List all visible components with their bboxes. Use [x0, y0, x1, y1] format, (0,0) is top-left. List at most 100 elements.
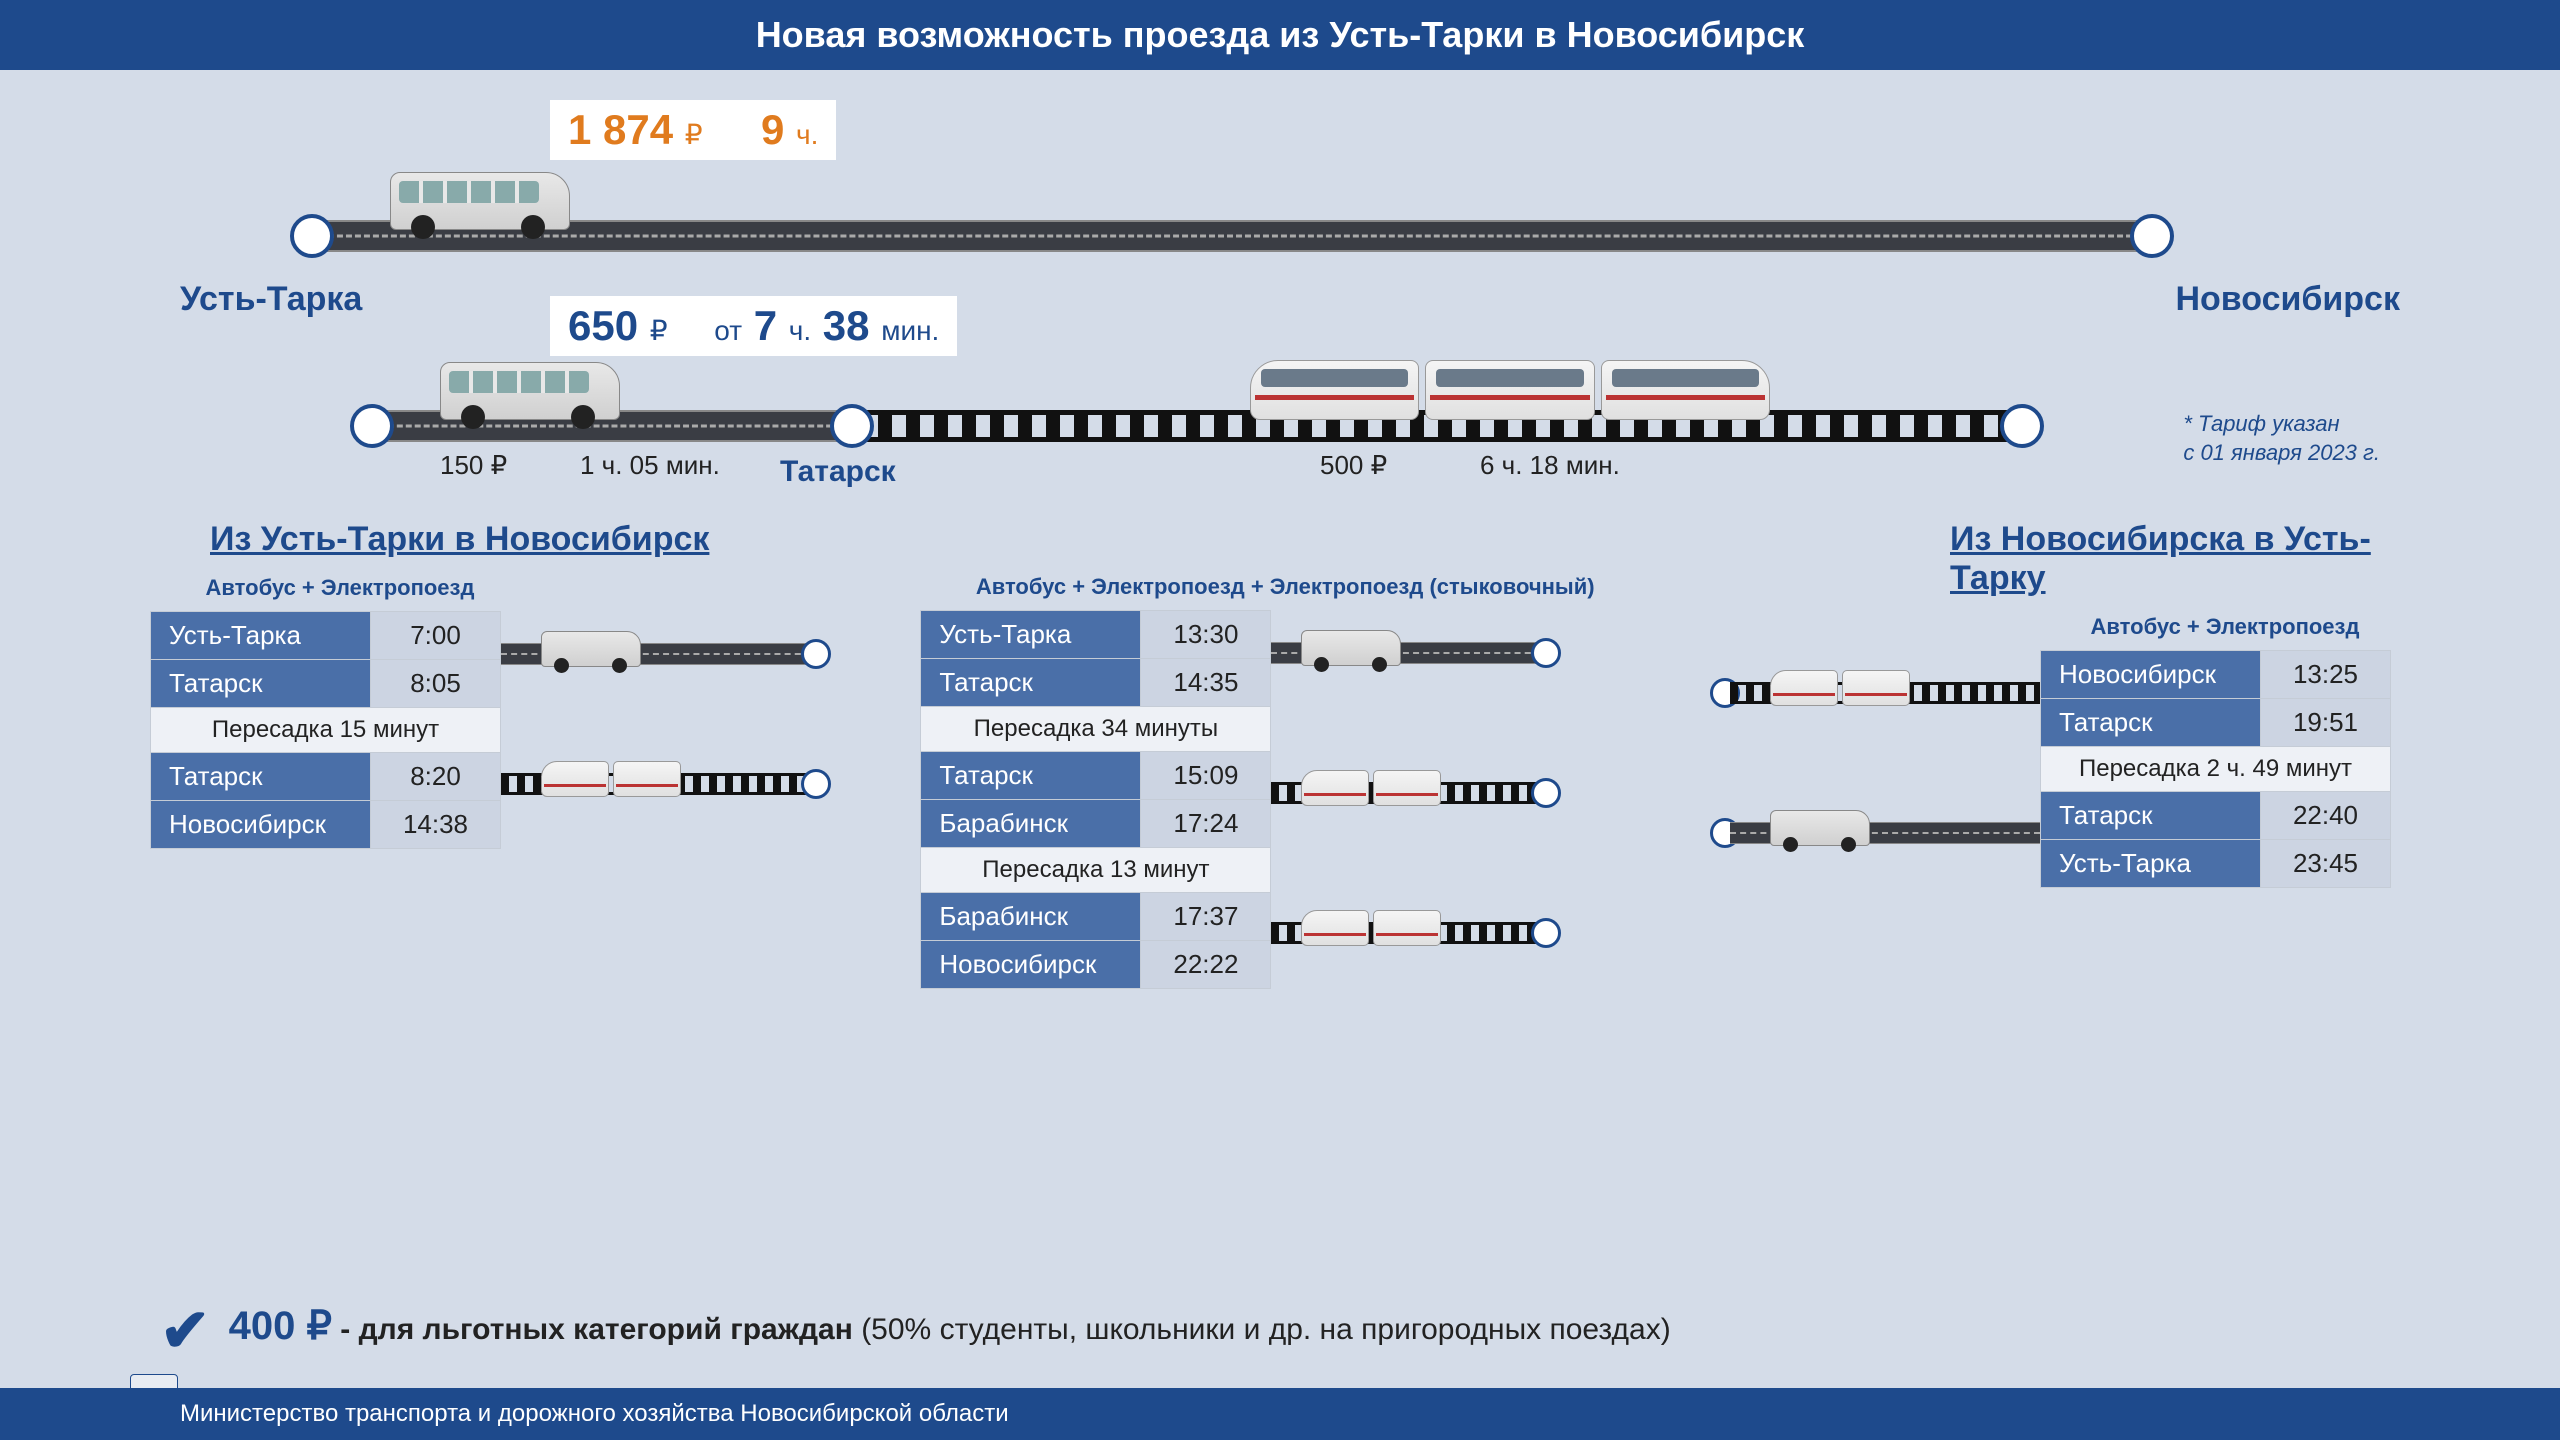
combined-prefix: от: [714, 315, 742, 346]
option2-subtitle: Автобус + Электропоезд + Электропоезд (с…: [920, 574, 1650, 600]
leg1-time: 1 ч. 05 мин.: [580, 450, 720, 481]
check-icon: ✔: [160, 1296, 210, 1366]
table-row: Татарск8:20: [151, 753, 501, 801]
table-row: Татарск19:51: [2041, 699, 2391, 747]
mid-city-label: Татарск: [780, 455, 896, 489]
discount-amount: 400 ₽: [229, 1304, 332, 1348]
direct-duration-unit: ч.: [796, 119, 818, 150]
time-cell: 23:45: [2261, 840, 2391, 888]
option1-table: Усть-Тарка7:00Татарск8:05Пересадка 15 ми…: [150, 611, 501, 849]
station-cell: Барабинск: [921, 800, 1141, 848]
option3-table: Новосибирск13:25Татарск19:51Пересадка 2 …: [2040, 650, 2391, 888]
time-cell: 7:00: [371, 612, 501, 660]
reverse-title: Из Новосибирска в Усть-Тарку: [1950, 520, 2410, 598]
discount-bold: - для льготных категорий граждан: [340, 1313, 853, 1346]
option3-routes: [1710, 650, 2040, 888]
table-row: Пересадка 2 ч. 49 минут: [2041, 747, 2391, 792]
option1-routes: [501, 611, 860, 849]
table-row: Новосибирск22:22: [921, 941, 1271, 989]
table-row: Барабинск17:24: [921, 800, 1271, 848]
train-icon: [1250, 360, 1770, 420]
table-row: Татарск14:35: [921, 659, 1271, 707]
header-bar: Новая возможность проезда из Усть-Тарки …: [0, 0, 2560, 70]
combined-m-unit: мин.: [881, 315, 939, 346]
start-dot-top: [290, 214, 334, 258]
station-cell: Татарск: [151, 753, 371, 801]
time-cell: 17:37: [1141, 893, 1271, 941]
time-cell: 13:30: [1141, 611, 1271, 659]
mini-bus-icon: [1301, 630, 1401, 666]
transfer-cell: Пересадка 15 минут: [151, 708, 501, 753]
reverse-column: Из Новосибирска в Усть-Тарку Автобус + Э…: [1710, 520, 2410, 989]
table-row: Татарск15:09: [921, 752, 1271, 800]
direct-price-box: 1 874 ₽ 9 ч.: [550, 100, 836, 160]
tariff-note-l2: с 01 января 2023 г.: [2183, 439, 2380, 468]
combined-price: 650: [568, 302, 638, 349]
option1-block: Усть-Тарка7:00Татарск8:05Пересадка 15 ми…: [150, 611, 860, 849]
station-cell: Татарск: [921, 752, 1141, 800]
table-row: Пересадка 15 минут: [151, 708, 501, 753]
mini-train-icon: [1301, 770, 1441, 806]
footer-bar: Министерство транспорта и дорожного хозя…: [0, 1388, 2560, 1440]
direct-price-unit: ₽: [685, 119, 703, 150]
start-dot-bottom: [350, 404, 394, 448]
leg1-price: 150 ₽: [440, 450, 507, 481]
discount-line: ✔ 400 ₽ - для льготных категорий граждан…: [160, 1296, 2460, 1366]
time-cell: 17:24: [1141, 800, 1271, 848]
discount-rest: (50% студенты, школьники и др. на пригор…: [853, 1313, 1671, 1346]
option2-table: Усть-Тарка13:30Татарск14:35Пересадка 34 …: [920, 610, 1271, 989]
station-cell: Татарск: [2041, 792, 2261, 840]
station-cell: Усть-Тарка: [921, 611, 1141, 659]
tariff-note: * Тариф указан с 01 января 2023 г.: [2183, 410, 2380, 467]
time-cell: 22:22: [1141, 941, 1271, 989]
option1-subtitle: Автобус + Электропоезд: [150, 575, 530, 601]
combined-h: 7: [754, 302, 777, 349]
time-cell: 8:20: [371, 753, 501, 801]
time-cell: 8:05: [371, 660, 501, 708]
combined-price-unit: ₽: [650, 315, 668, 346]
footer-text: Министерство транспорта и дорожного хозя…: [180, 1400, 1009, 1428]
table-row: Татарск8:05: [151, 660, 501, 708]
end-dot-bottom: [2000, 404, 2044, 448]
station-cell: Татарск: [921, 659, 1141, 707]
table-row: Пересадка 13 минут: [921, 848, 1271, 893]
forward-column: Из Усть-Тарки в Новосибирск Автобус + Эл…: [150, 520, 860, 989]
content-area: 1 874 ₽ 9 ч. Усть-Тарка Новосибирск 650 …: [0, 70, 2560, 989]
table-row: Усть-Тарка13:30: [921, 611, 1271, 659]
leg2-price: 500 ₽: [1320, 450, 1387, 481]
start-city-label: Усть-Тарка: [180, 280, 362, 319]
mid-dot-bottom: [830, 404, 874, 448]
table-row: Новосибирск14:38: [151, 801, 501, 849]
end-city-label: Новосибирск: [2175, 280, 2400, 319]
direct-road: [310, 220, 2150, 252]
leg2-time: 6 ч. 18 мин.: [1480, 450, 1620, 481]
option2-block: Усть-Тарка13:30Татарск14:35Пересадка 34 …: [920, 610, 1650, 989]
tariff-note-l1: * Тариф указан: [2183, 410, 2380, 439]
mini-bus-icon: [1770, 810, 1870, 846]
table-row: Татарск22:40: [2041, 792, 2391, 840]
mini-bus-icon: [541, 631, 641, 667]
station-cell: Новосибирск: [2041, 651, 2261, 699]
time-cell: 15:09: [1141, 752, 1271, 800]
option3-subtitle: Автобус + Электропоезд: [2040, 614, 2410, 640]
bus-icon-top: [390, 172, 570, 230]
time-cell: 13:25: [2261, 651, 2391, 699]
mini-train-icon: [541, 761, 681, 797]
combined-m: 38: [823, 302, 870, 349]
transfer-cell: Пересадка 13 минут: [921, 848, 1271, 893]
schedules-area: Из Усть-Тарки в Новосибирск Автобус + Эл…: [140, 520, 2420, 989]
time-cell: 14:38: [371, 801, 501, 849]
station-cell: Татарск: [151, 660, 371, 708]
table-row: Пересадка 34 минуты: [921, 707, 1271, 752]
table-row: Новосибирск13:25: [2041, 651, 2391, 699]
direct-price: 1 874: [568, 106, 673, 153]
header-title: Новая возможность проезда из Усть-Тарки …: [756, 14, 1805, 55]
table-row: Усть-Тарка23:45: [2041, 840, 2391, 888]
option2-routes: [1271, 610, 1650, 989]
station-cell: Усть-Тарка: [2041, 840, 2261, 888]
route-diagram: 1 874 ₽ 9 ч. Усть-Тарка Новосибирск 650 …: [140, 100, 2420, 500]
transfer-cell: Пересадка 2 ч. 49 минут: [2041, 747, 2391, 792]
direct-duration: 9: [761, 106, 784, 153]
station-cell: Барабинск: [921, 893, 1141, 941]
time-cell: 22:40: [2261, 792, 2391, 840]
